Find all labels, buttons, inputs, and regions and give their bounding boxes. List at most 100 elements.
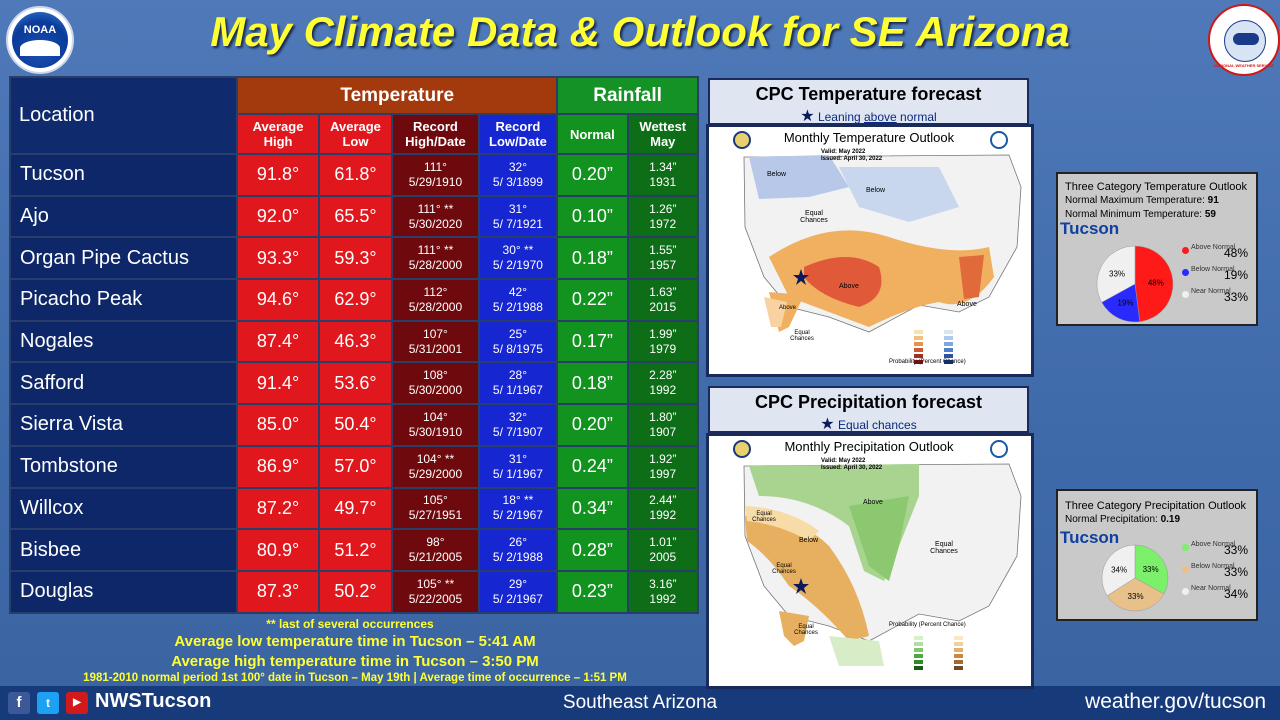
location-cell: Douglas <box>8 569 239 614</box>
table-row: Tucson 91.8° 61.8° 111° 5/29/1910 32° 5/ 3/189… <box>8 153 700 197</box>
wettest-cell: 1.99” 1979 <box>626 319 700 364</box>
pie-slice-below-normal <box>1106 577 1165 612</box>
pie-data-label: 33% <box>1143 565 1159 574</box>
normal-rain-cell: 0.23” <box>556 569 629 614</box>
location-cell: Safford <box>8 361 239 406</box>
legend-item: Below Normal 19% <box>1182 266 1254 288</box>
normal-rain-cell: 0.34” <box>556 486 629 531</box>
record-high-cell: 105° ** 5/22/2005 <box>391 569 480 614</box>
legend-swatch <box>1182 544 1189 551</box>
normal-rain-cell: 0.28” <box>556 528 629 572</box>
star-icon: ★ <box>800 108 815 125</box>
normal-rain-cell: 0.17” <box>556 319 629 364</box>
avg-low-cell: 50.2° <box>317 569 394 614</box>
avg-high-cell: 87.3° <box>236 569 320 614</box>
pie-data-label: 48% <box>1148 279 1164 288</box>
record-high-cell: 111° 5/29/1910 <box>391 153 480 197</box>
record-low-cell: 26° 5/ 2/1988 <box>477 528 559 572</box>
normal-rain-cell: 0.20” <box>556 403 629 447</box>
record-high-cell: 98° 5/21/2005 <box>391 528 480 572</box>
table-row: Safford 91.4° 53.6° 108° 5/30/2000 28° 5/ 1/19… <box>8 361 700 406</box>
legend-swatch <box>1182 291 1189 298</box>
footer-center: Southeast Arizona <box>562 692 718 713</box>
normal-rain-cell: 0.10” <box>556 194 629 239</box>
precip-pie-panel: Three Category Precipitation Outlook Nor… <box>1056 489 1258 621</box>
note-avg-high-time: Average high temperature time in Tucson … <box>171 653 539 670</box>
normal-rain-cell: 0.18” <box>556 236 629 281</box>
wettest-cell: 1.01” 2005 <box>626 528 700 572</box>
avg-low-cell: 65.5° <box>317 194 394 239</box>
youtube-icon[interactable]: ▶ <box>66 692 88 714</box>
wettest-cell: 2.44” 1992 <box>626 486 700 531</box>
normal-rain-cell: 0.20” <box>556 153 629 197</box>
table-row: Bisbee 80.9° 51.2° 98° 5/21/2005 26° 5/ 2/1988… <box>8 528 700 572</box>
avg-high-cell: 94.6° <box>236 278 320 322</box>
note-occurrences: ** last of several occurrences <box>266 617 434 631</box>
record-high-cell: 107° 5/31/2001 <box>391 319 480 364</box>
wettest-cell: 1.92” 1997 <box>626 444 700 489</box>
location-cell: Organ Pipe Cactus <box>8 236 239 281</box>
pie-slice-below-normal <box>1101 283 1141 323</box>
pie-data-label: 34% <box>1111 565 1127 574</box>
footer-bar <box>0 686 1280 720</box>
avg-low-cell: 57.0° <box>317 444 394 489</box>
noaa-logo: NOAA <box>6 6 74 74</box>
table-row: Organ Pipe Cactus 93.3° 59.3° 111° ** 5/28/2… <box>8 236 700 281</box>
footer-url[interactable]: weather.gov/tucson <box>1085 690 1266 713</box>
record-low-cell: 18° ** 5/ 2/1967 <box>477 486 559 531</box>
pie-data-label: 33% <box>1109 269 1125 278</box>
record-high-cell: 112° 5/28/2000 <box>391 278 480 322</box>
precip-forecast-header: CPC Precipitation forecast ★ Equal chanc… <box>708 386 1029 433</box>
rainfall-header: Rainfall <box>556 76 699 115</box>
facebook-icon[interactable]: f <box>8 692 30 714</box>
col-header-avg-high: Average High <box>236 113 320 155</box>
temperature-header: Temperature <box>236 76 559 115</box>
location-cell: Bisbee <box>8 528 239 572</box>
page-title: May Climate Data & Outlook for SE Arizon… <box>210 8 1070 55</box>
legend-swatch <box>1182 247 1189 254</box>
footer-handle[interactable]: NWSTucson <box>95 690 212 712</box>
record-low-cell: 32° 5/ 7/1907 <box>477 403 559 447</box>
wettest-cell: 2.28” 1992 <box>626 361 700 406</box>
table-row: Ajo 92.0° 65.5° 111° ** 5/30/2020 31° 5/ 7/192… <box>8 194 700 239</box>
precip-outlook-map: Probability (Percent Chance) Monthly Pre… <box>706 433 1034 689</box>
temp-forecast-header: CPC Temperature forecast ★ Leaning above… <box>708 78 1029 125</box>
legend-item: Above Normal 33% <box>1182 541 1254 563</box>
note-first-100: 1981-2010 normal period 1st 100° date in… <box>83 672 627 684</box>
avg-high-cell: 87.4° <box>236 319 320 364</box>
record-low-cell: 31° 5/ 7/1921 <box>477 194 559 239</box>
avg-low-cell: 62.9° <box>317 278 394 322</box>
twitter-icon[interactable]: t <box>37 692 59 714</box>
record-high-cell: 108° 5/30/2000 <box>391 361 480 406</box>
legend-item: Above Normal 48% <box>1182 244 1254 266</box>
legend-swatch <box>1182 269 1189 276</box>
wettest-cell: 1.26” 1972 <box>626 194 700 239</box>
location-cell: Picacho Peak <box>8 278 239 322</box>
col-header-normal: Normal <box>556 113 629 155</box>
record-low-cell: 42° 5/ 2/1988 <box>477 278 559 322</box>
svg-text:Probability (Percent Chance): Probability (Percent Chance) <box>889 622 966 628</box>
col-header-record-high: Record High/Date <box>391 113 480 155</box>
location-cell: Tucson <box>8 153 239 197</box>
col-header-record-low: Record Low/Date <box>477 113 559 155</box>
location-cell: Sierra Vista <box>8 403 239 447</box>
legend-item: Near Normal 34% <box>1182 585 1254 607</box>
avg-high-cell: 92.0° <box>236 194 320 239</box>
table-row: Tombstone 86.9° 57.0° 104° ** 5/29/2000 31° 5/… <box>8 444 700 489</box>
record-low-cell: 30° ** 5/ 2/1970 <box>477 236 559 281</box>
avg-high-cell: 87.2° <box>236 486 320 531</box>
avg-high-cell: 86.9° <box>236 444 320 489</box>
location-cell: Willcox <box>8 486 239 531</box>
normal-rain-cell: 0.22” <box>556 278 629 322</box>
wettest-cell: 1.63” 2015 <box>626 278 700 322</box>
normal-rain-cell: 0.18” <box>556 361 629 406</box>
temp-pie-panel: Three Category Temperature Outlook Norma… <box>1056 172 1258 326</box>
col-header-wettest: Wettest May <box>626 113 700 155</box>
record-low-cell: 29° 5/ 2/1967 <box>477 569 559 614</box>
temp-outlook-map: Probability (Percent Chance) Monthly Tem… <box>706 124 1034 377</box>
pie-slice-above-normal <box>1134 245 1174 322</box>
avg-low-cell: 50.4° <box>317 403 394 447</box>
avg-high-cell: 93.3° <box>236 236 320 281</box>
wettest-cell: 1.80” 1907 <box>626 403 700 447</box>
avg-high-cell: 91.4° <box>236 361 320 406</box>
